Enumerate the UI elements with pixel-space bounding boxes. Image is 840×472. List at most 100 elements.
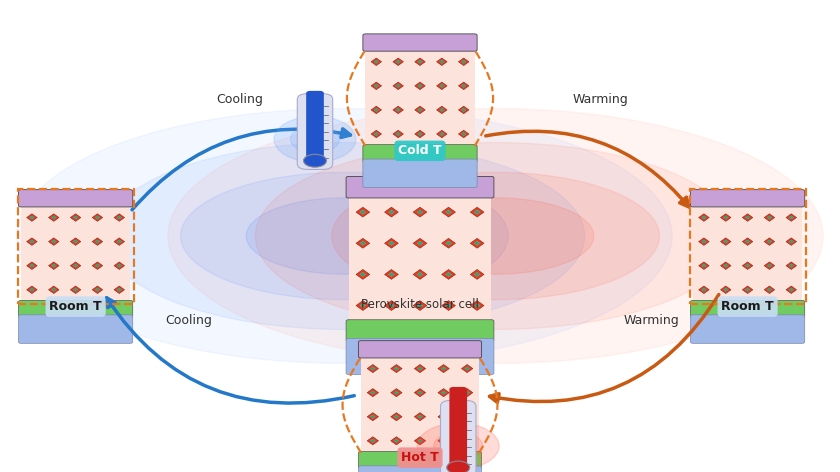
Bar	[18, 189, 134, 303]
FancyArrowPatch shape	[132, 129, 350, 210]
Circle shape	[53, 241, 55, 242]
Polygon shape	[393, 82, 403, 90]
Polygon shape	[71, 286, 81, 294]
Polygon shape	[743, 214, 753, 221]
Bar	[693, 205, 802, 302]
Polygon shape	[743, 238, 753, 245]
Polygon shape	[73, 288, 78, 292]
Circle shape	[447, 273, 450, 275]
Circle shape	[375, 133, 377, 135]
Circle shape	[361, 211, 365, 213]
Polygon shape	[470, 301, 484, 311]
Ellipse shape	[104, 143, 585, 329]
Circle shape	[31, 265, 33, 266]
Circle shape	[418, 392, 422, 394]
Polygon shape	[789, 240, 794, 244]
Polygon shape	[414, 413, 426, 421]
Polygon shape	[699, 238, 709, 245]
Polygon shape	[49, 238, 59, 245]
Text: Perovskite solar cell: Perovskite solar cell	[361, 298, 479, 312]
Circle shape	[371, 368, 374, 370]
FancyBboxPatch shape	[297, 94, 333, 169]
Polygon shape	[394, 415, 399, 419]
Polygon shape	[437, 82, 447, 90]
Polygon shape	[445, 241, 452, 245]
Bar	[690, 189, 806, 303]
Polygon shape	[723, 216, 728, 219]
Polygon shape	[394, 367, 399, 371]
Polygon shape	[393, 106, 403, 114]
Circle shape	[118, 265, 120, 266]
Polygon shape	[360, 210, 366, 214]
Polygon shape	[721, 286, 731, 294]
Polygon shape	[465, 439, 470, 443]
Polygon shape	[413, 270, 427, 279]
Polygon shape	[789, 264, 794, 268]
Circle shape	[118, 241, 120, 242]
Circle shape	[397, 133, 399, 135]
Polygon shape	[114, 238, 124, 245]
Circle shape	[790, 289, 792, 290]
Circle shape	[419, 85, 421, 86]
Circle shape	[703, 265, 705, 266]
Polygon shape	[385, 207, 398, 217]
Polygon shape	[371, 130, 381, 138]
Text: Cold T: Cold T	[398, 144, 442, 157]
Polygon shape	[95, 288, 100, 292]
Polygon shape	[391, 413, 402, 421]
Polygon shape	[417, 108, 423, 112]
Circle shape	[419, 133, 421, 135]
FancyBboxPatch shape	[18, 300, 133, 318]
Circle shape	[442, 416, 445, 418]
Polygon shape	[786, 238, 796, 245]
Circle shape	[118, 289, 120, 290]
Polygon shape	[445, 210, 452, 214]
Circle shape	[371, 440, 374, 442]
Polygon shape	[723, 240, 728, 244]
Circle shape	[397, 109, 399, 110]
Polygon shape	[461, 84, 466, 88]
Circle shape	[390, 304, 393, 306]
Polygon shape	[723, 264, 728, 268]
Polygon shape	[413, 207, 427, 217]
Polygon shape	[442, 238, 455, 248]
Circle shape	[418, 242, 422, 244]
Polygon shape	[388, 303, 395, 308]
Circle shape	[725, 241, 727, 242]
Ellipse shape	[274, 116, 356, 162]
Circle shape	[395, 440, 398, 442]
Polygon shape	[417, 60, 423, 64]
Text: Warming: Warming	[623, 314, 679, 328]
Circle shape	[441, 61, 443, 62]
Circle shape	[31, 289, 33, 290]
Circle shape	[442, 440, 445, 442]
Circle shape	[441, 133, 443, 135]
Polygon shape	[374, 84, 379, 88]
Circle shape	[441, 109, 443, 110]
Circle shape	[419, 61, 421, 62]
Ellipse shape	[433, 432, 483, 460]
Ellipse shape	[291, 126, 339, 153]
Circle shape	[475, 304, 479, 306]
Polygon shape	[417, 303, 423, 308]
Polygon shape	[417, 391, 423, 395]
Polygon shape	[474, 272, 480, 277]
Polygon shape	[360, 241, 366, 245]
Circle shape	[475, 211, 479, 213]
Polygon shape	[745, 264, 750, 268]
Circle shape	[97, 265, 98, 266]
Bar	[21, 205, 130, 302]
FancyBboxPatch shape	[690, 300, 805, 318]
FancyBboxPatch shape	[449, 387, 467, 467]
Polygon shape	[92, 214, 102, 221]
Circle shape	[475, 273, 479, 275]
Bar	[349, 196, 491, 321]
Polygon shape	[117, 240, 122, 244]
Polygon shape	[370, 391, 375, 395]
Circle shape	[75, 265, 76, 266]
Polygon shape	[388, 241, 395, 245]
Circle shape	[418, 440, 422, 442]
Polygon shape	[417, 84, 423, 88]
Circle shape	[390, 242, 393, 244]
Polygon shape	[459, 106, 469, 114]
